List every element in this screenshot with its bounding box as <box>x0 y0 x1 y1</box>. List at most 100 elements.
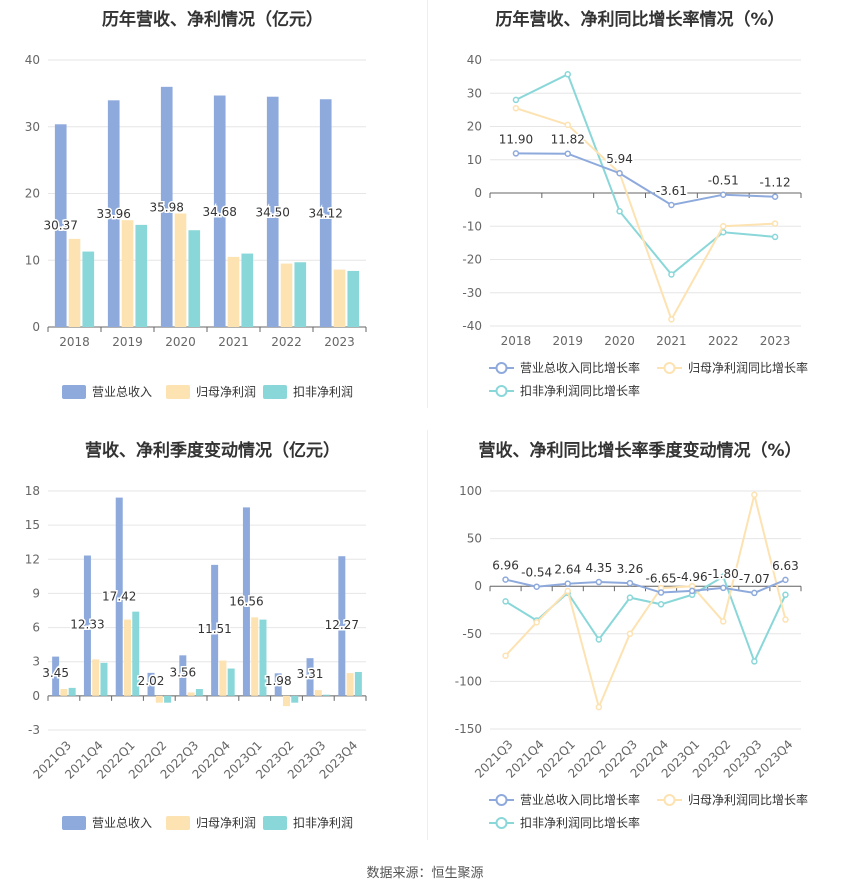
bar <box>323 694 331 696</box>
line-point <box>564 71 571 78</box>
data-label: 34.12 <box>309 207 343 221</box>
data-source-note: 数据来源：恒生聚源 <box>366 866 484 881</box>
bar <box>187 692 195 696</box>
quarterly-growth-chart: -150-100-500501002021Q32021Q42022Q12022Q… <box>455 484 808 830</box>
x-tick-label: 2021 <box>218 335 249 349</box>
line-point <box>595 578 603 586</box>
line-point <box>626 594 634 601</box>
x-tick-label: 2022 <box>271 335 302 349</box>
data-label: 34.50 <box>256 205 290 219</box>
data-label: 1.98 <box>265 674 292 688</box>
data-label: 16.56 <box>229 594 263 608</box>
data-label: 2.02 <box>138 674 165 688</box>
line-point <box>751 589 758 597</box>
data-label: 17.42 <box>102 590 136 604</box>
line-point <box>657 589 665 596</box>
legend-point-marker <box>495 817 508 829</box>
data-label: 34.68 <box>203 205 237 219</box>
y-tick-label: -30 <box>462 286 482 300</box>
bar <box>294 262 307 327</box>
bar <box>124 619 131 696</box>
bar <box>306 658 314 696</box>
bar <box>242 507 250 696</box>
y-tick-label: 18 <box>25 484 40 498</box>
legend-label: 营业总收入 <box>92 816 152 830</box>
line-point <box>533 583 540 590</box>
bar <box>266 96 279 328</box>
line-point <box>512 150 520 157</box>
x-tick-label: 2023 <box>760 334 791 348</box>
line-point <box>782 616 789 623</box>
bar <box>132 611 140 696</box>
line-point <box>595 636 603 643</box>
y-tick-label: 40 <box>25 53 40 67</box>
legend-point-marker <box>495 385 508 397</box>
y-tick-label: -50 <box>462 627 482 641</box>
y-tick-label: -3 <box>28 723 40 737</box>
bar <box>251 617 259 696</box>
y-tick-label: 20 <box>25 187 40 201</box>
data-label: 30.37 <box>44 219 78 233</box>
legend-swatch <box>263 816 287 830</box>
bar <box>219 660 227 696</box>
legend-label: 归母净利润同比增长率 <box>688 360 808 375</box>
data-label: 5.94 <box>606 152 633 166</box>
x-tick-label: 2023 <box>324 335 355 349</box>
panel-divider-top <box>427 0 428 408</box>
data-label: 2.64 <box>554 563 581 577</box>
bar <box>333 269 346 327</box>
bar <box>354 671 362 696</box>
y-tick-label: -20 <box>462 253 482 267</box>
series-line <box>505 578 786 594</box>
x-tick-label: 2018 <box>59 335 90 349</box>
bar <box>83 555 91 696</box>
line-point <box>626 630 634 638</box>
series-line <box>515 72 776 276</box>
chart-title-annual-growth: 历年营收、净利同比增长率情况（%） <box>495 10 785 30</box>
quarterly-revenue-chart: -303691215182021Q32021Q42022Q12022Q22022… <box>25 484 367 830</box>
x-tick-label: 2019 <box>552 334 583 348</box>
line-point <box>512 96 520 104</box>
series-line <box>515 107 776 322</box>
annual-revenue-chart: 0 10 20 30 40 2018 2019 2020 2021 2022 2023 30.37 33… <box>25 53 367 399</box>
line-point <box>533 619 540 626</box>
chart-title-annual-revenue: 历年营收、净利情况（亿元） <box>102 10 323 30</box>
legend-swatch <box>166 816 190 830</box>
line-point <box>626 579 634 587</box>
bar <box>100 662 108 696</box>
data-label: -0.54 <box>521 566 552 580</box>
line-point <box>720 584 727 592</box>
bar <box>291 695 299 703</box>
data-label: -0.51 <box>708 174 739 188</box>
line-point <box>720 573 727 580</box>
legend-swatch <box>62 385 86 399</box>
legend-point-marker <box>663 362 676 374</box>
line-point <box>720 618 727 625</box>
line-point <box>564 580 571 587</box>
line-point <box>657 601 665 608</box>
x-tick-label: 2020 <box>604 334 635 348</box>
bar <box>227 256 240 327</box>
line-point <box>564 587 571 595</box>
series-line <box>515 152 776 207</box>
legend-label: 扣非净利润同比增长率 <box>520 383 640 398</box>
data-label: 6.63 <box>772 559 799 573</box>
line-point <box>512 104 520 112</box>
legend-label: 营业总收入同比增长率 <box>520 792 640 807</box>
line-point <box>564 150 571 157</box>
y-tick-label: 0 <box>474 186 482 200</box>
y-tick-label: 50 <box>467 532 482 546</box>
chart-title-quarterly-revenue: 营收、净利季度变动情况（亿元） <box>85 441 340 461</box>
y-tick-label: 6 <box>32 621 40 635</box>
x-tick-label: 2018 <box>501 334 532 348</box>
annual-growth-chart: -40 -30 -20 -10 0 10 20 30 40 2018 2019 2020 2021 202… <box>462 53 808 398</box>
bar <box>338 556 346 696</box>
y-tick-label: 30 <box>467 86 482 100</box>
bar <box>314 690 322 696</box>
y-tick-label: 0 <box>32 320 40 334</box>
y-tick-label: 3 <box>32 655 40 669</box>
legend-label: 扣非净利润同比增长率 <box>520 815 640 830</box>
legend-label: 营业总收入 <box>92 385 152 399</box>
y-tick-label: 20 <box>467 120 482 134</box>
bar <box>241 253 254 327</box>
